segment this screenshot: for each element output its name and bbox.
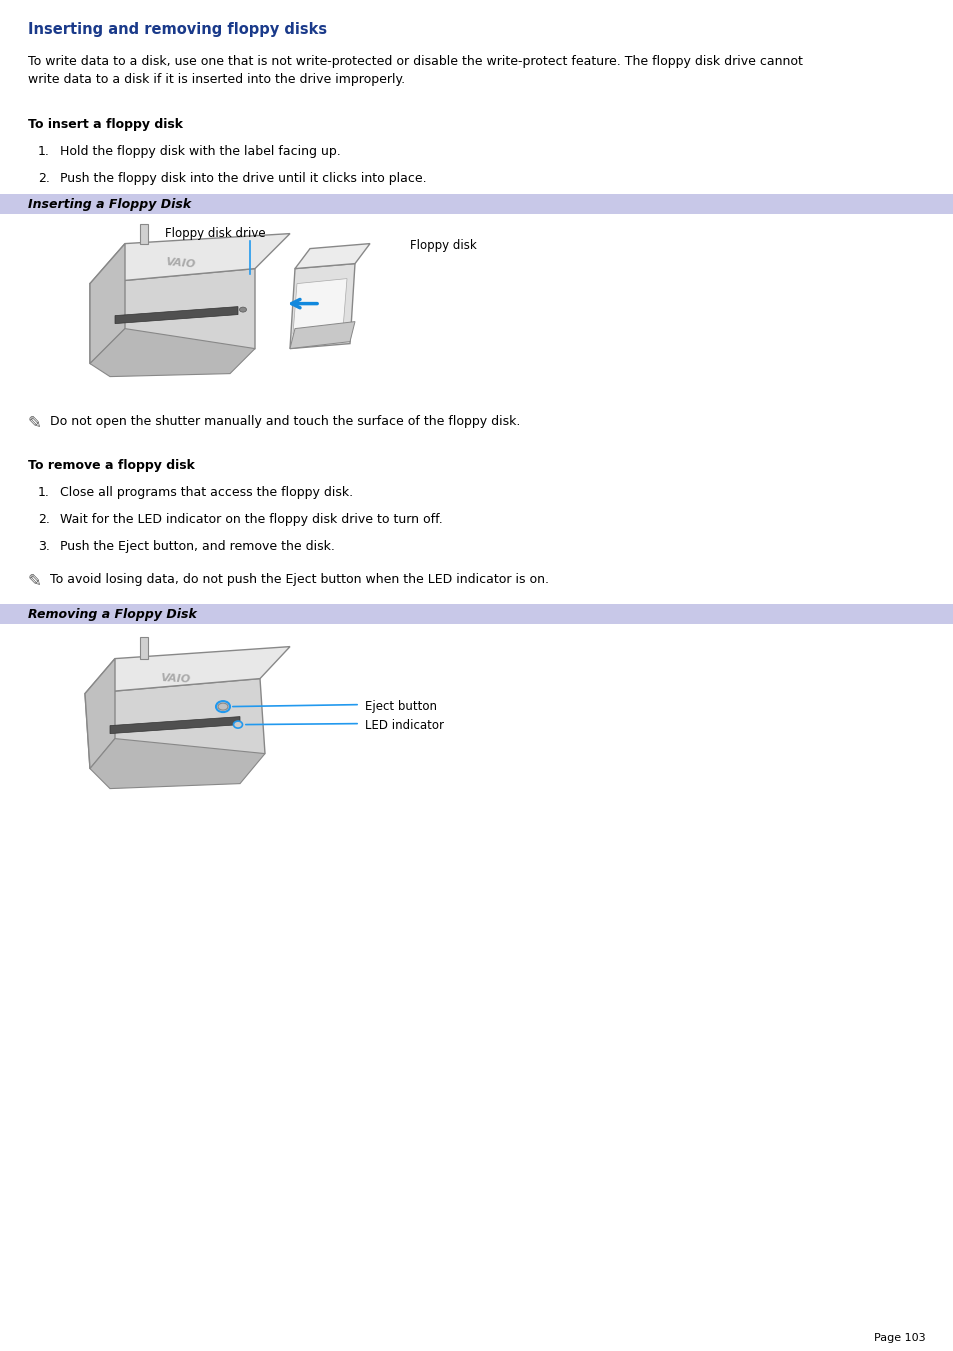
Text: Inserting and removing floppy disks: Inserting and removing floppy disks [28,22,327,36]
Polygon shape [290,322,355,349]
Text: write data to a disk if it is inserted into the drive improperly.: write data to a disk if it is inserted i… [28,73,405,86]
Polygon shape [90,739,265,789]
Text: Eject button: Eject button [365,700,436,712]
Text: Floppy disk drive: Floppy disk drive [165,227,265,239]
Polygon shape [90,328,254,377]
Text: Floppy disk: Floppy disk [410,239,476,251]
Polygon shape [90,269,254,363]
Bar [0,193,953,213]
Polygon shape [115,307,237,324]
Text: Page 103: Page 103 [874,1333,925,1343]
Text: VAIO: VAIO [164,257,195,270]
Text: Push the floppy disk into the drive until it clicks into place.: Push the floppy disk into the drive unti… [60,172,426,185]
Text: To write data to a disk, use one that is not write-protected or disable the writ: To write data to a disk, use one that is… [28,55,802,68]
Text: Close all programs that access the floppy disk.: Close all programs that access the flopp… [60,485,353,499]
Text: Removing a Floppy Disk: Removing a Floppy Disk [28,608,196,620]
Text: Inserting a Floppy Disk: Inserting a Floppy Disk [28,197,191,211]
Text: 1.: 1. [38,485,50,499]
Text: Do not open the shutter manually and touch the surface of the floppy disk.: Do not open the shutter manually and tou… [50,415,519,428]
Text: To insert a floppy disk: To insert a floppy disk [28,118,183,131]
Text: 2.: 2. [38,172,50,185]
Ellipse shape [233,721,242,728]
Polygon shape [140,224,148,243]
Bar [0,604,953,624]
Polygon shape [85,647,290,693]
Text: ✎: ✎ [28,413,42,431]
Text: 2.: 2. [38,512,50,526]
Text: To avoid losing data, do not push the Eject button when the LED indicator is on.: To avoid losing data, do not push the Ej… [50,573,548,585]
Text: Push the Eject button, and remove the disk.: Push the Eject button, and remove the di… [60,539,335,553]
Ellipse shape [239,307,246,312]
Polygon shape [85,678,265,769]
Polygon shape [290,263,355,349]
Text: Hold the floppy disk with the label facing up.: Hold the floppy disk with the label faci… [60,145,340,158]
Polygon shape [85,658,115,769]
Ellipse shape [218,703,228,711]
Polygon shape [110,716,240,734]
Text: 3.: 3. [38,539,50,553]
Text: Wait for the LED indicator on the floppy disk drive to turn off.: Wait for the LED indicator on the floppy… [60,512,442,526]
Polygon shape [140,636,148,658]
Ellipse shape [215,701,230,712]
Polygon shape [90,243,125,363]
Text: VAIO: VAIO [159,673,190,685]
Text: LED indicator: LED indicator [365,719,443,732]
Polygon shape [294,243,370,269]
Text: 1.: 1. [38,145,50,158]
Polygon shape [293,278,347,334]
Text: ✎: ✎ [28,571,42,589]
Text: To remove a floppy disk: To remove a floppy disk [28,458,194,471]
Polygon shape [90,234,290,284]
